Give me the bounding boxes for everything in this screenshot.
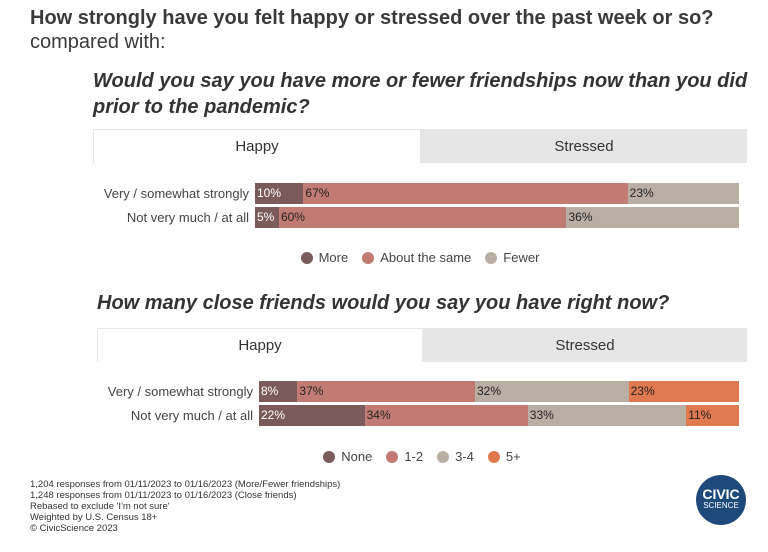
note: 1,248 responses from 01/11/2023 to 01/16… (30, 490, 297, 501)
bar-segment-fewer: 23% (627, 183, 739, 204)
bar-segment-none: 22% (259, 405, 365, 426)
legend-label: 3-4 (455, 449, 474, 464)
legend-item: Fewer (485, 250, 539, 265)
legend-swatch (300, 251, 313, 264)
legend-item: 5+ (487, 449, 521, 464)
bar-segment-5-: 23% (628, 381, 739, 402)
stacked-bar: 22% 34% 33% 11% (259, 405, 739, 426)
tab-happy[interactable]: Happy (97, 328, 423, 362)
bar-segment-3-4: 33% (527, 405, 687, 426)
legend-item: More (300, 250, 349, 265)
category-label: Not very much / at all (130, 408, 253, 423)
tab-stressed[interactable]: Stressed (423, 328, 747, 362)
category-label: Very / somewhat strongly (107, 384, 253, 399)
legend-label: Fewer (503, 250, 540, 265)
bar-segment-3-4: 32% (475, 381, 629, 402)
legend-label: More (318, 250, 349, 265)
bar-segment-1-2: 37% (297, 381, 475, 402)
bar-segment-more: 5% (255, 207, 279, 228)
question-title: Would you say you have more or fewer fri… (93, 70, 748, 118)
note: Rebased to exclude 'I'm not sure' (30, 501, 170, 512)
bar-segment-5-: 11% (686, 405, 739, 426)
legend: None 1-2 3-4 5+ (97, 449, 747, 464)
legend-label: None (341, 449, 373, 464)
bar-segment-about-the-same: 67% (303, 183, 628, 204)
legend-swatch (485, 251, 498, 264)
legend-swatch (487, 450, 500, 463)
legend-swatch (323, 450, 336, 463)
legend-item: About the same (362, 250, 471, 265)
bar-segment-none: 8% (259, 381, 298, 402)
footnotes: 1,204 responses from 01/11/2023 to 01/16… (30, 479, 340, 534)
category-label: Not very much / at all (126, 210, 249, 225)
stacked-bar: 8% 37% 32% 23% (259, 381, 739, 402)
title-rest: compared with: (30, 31, 166, 53)
legend-swatch (437, 450, 450, 463)
bar-segment-about-the-same: 60% (278, 207, 567, 228)
note: 1,204 responses from 01/11/2023 to 01/16… (30, 479, 341, 490)
bar-segment-fewer: 36% (566, 207, 739, 228)
title-main: How strongly have you felt happy or stre… (30, 7, 714, 29)
legend-item: 3-4 (437, 449, 474, 464)
legend-item: 1-2 (386, 449, 423, 464)
legend-swatch (362, 251, 375, 264)
page-title: How strongly have you felt happy or stre… (30, 6, 750, 54)
note: Weighted by U.S. Census 18+ (30, 512, 158, 523)
civicscience-logo: CIVIC SCIENCE (696, 475, 746, 525)
tab-stressed[interactable]: Stressed (421, 129, 747, 163)
category-label: Very / somewhat strongly (103, 186, 249, 201)
tab-bar: Happy Stressed (93, 129, 747, 163)
legend-label: 1-2 (404, 449, 424, 464)
legend-item: None (323, 449, 372, 464)
legend-label: 5+ (505, 449, 521, 464)
bar-segment-1-2: 34% (364, 405, 528, 426)
legend-swatch (386, 450, 399, 463)
stacked-bar: 5% 60% 36% (255, 207, 739, 228)
note: © CivicScience 2023 (30, 523, 118, 534)
legend: More About the same Fewer (93, 250, 747, 265)
stacked-bar: 10% 67% 23% (255, 183, 739, 204)
legend-label: About the same (380, 250, 472, 265)
question-title: How many close friends would you say you… (97, 292, 670, 314)
tab-happy[interactable]: Happy (93, 129, 421, 163)
bar-segment-more: 10% (255, 183, 304, 204)
tab-bar: Happy Stressed (97, 328, 747, 362)
